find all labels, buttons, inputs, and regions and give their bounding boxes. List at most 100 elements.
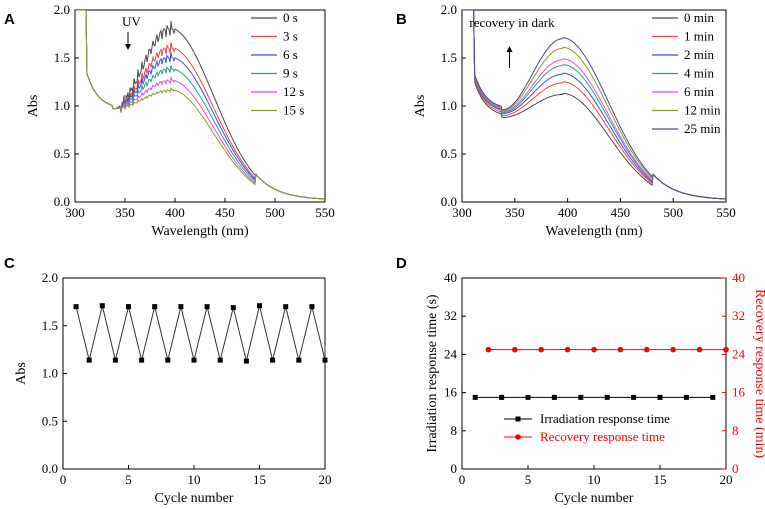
y-right-tick-label: 0 xyxy=(732,461,739,476)
y-tick-label: 1.5 xyxy=(54,50,70,65)
x-tick-label: 5 xyxy=(125,472,132,487)
x-tick-label: 400 xyxy=(558,205,578,220)
series-group xyxy=(462,10,726,200)
series-line-6 xyxy=(462,10,726,200)
legend-label: 6 s xyxy=(283,47,298,62)
x-tick-label: 550 xyxy=(716,205,736,220)
data-point xyxy=(617,346,624,353)
data-point xyxy=(696,346,703,353)
y-tick-label: 0.5 xyxy=(54,146,70,161)
y-tick-label: 1.5 xyxy=(441,50,457,65)
y-axis-label: Abs xyxy=(413,95,428,118)
x-tick-label: 350 xyxy=(115,205,135,220)
x-tick-label: 450 xyxy=(611,205,631,220)
y-tick-label: 0.0 xyxy=(42,461,58,476)
arrow-down-icon xyxy=(125,44,131,50)
x-axis-label: Wavelength (nm) xyxy=(545,224,643,239)
y-tick-label: 0.5 xyxy=(42,413,58,428)
data-point xyxy=(604,394,610,400)
x-tick-label: 15 xyxy=(654,472,667,487)
legend-label: 12 min xyxy=(684,103,721,118)
data-point xyxy=(631,394,637,400)
data-point xyxy=(257,303,262,309)
data-point xyxy=(112,357,118,363)
x-tick-label: 550 xyxy=(315,205,335,220)
y-right-tick-label: 40 xyxy=(732,270,745,285)
data-point xyxy=(217,357,223,363)
data-point xyxy=(73,304,79,310)
x-tick-label: 20 xyxy=(720,472,733,487)
data-point xyxy=(99,303,105,309)
data-point xyxy=(243,358,249,364)
panel-letter: D xyxy=(396,255,407,272)
legend-label: 0 min xyxy=(684,10,714,25)
series-line-5 xyxy=(75,10,325,200)
y-tick-label: 1.0 xyxy=(441,98,457,113)
y-right-tick-label: 8 xyxy=(732,423,739,438)
legend-label: 25 min xyxy=(684,121,721,136)
y-tick-label: 1.5 xyxy=(42,318,58,333)
arrow-up-icon xyxy=(506,46,513,52)
panel-letter: A xyxy=(4,11,15,28)
panel-letter: B xyxy=(396,11,407,28)
data-point xyxy=(591,346,597,353)
y-tick-label: 0.5 xyxy=(441,146,457,161)
data-point xyxy=(296,357,302,363)
data-point xyxy=(723,346,729,353)
legend-label: Irradiation response time xyxy=(540,411,670,426)
y-tick-label: 0 xyxy=(451,461,458,476)
annotation: recovery in dark xyxy=(469,15,555,30)
data-point xyxy=(309,304,315,310)
x-tick-label: 5 xyxy=(525,472,532,487)
data-point xyxy=(551,394,557,400)
x-tick-label: 400 xyxy=(165,205,185,220)
x-tick-label: 500 xyxy=(265,205,285,220)
y-tick-label: 24 xyxy=(444,346,458,361)
x-tick-label: 10 xyxy=(588,472,601,487)
series-group xyxy=(75,10,325,200)
panel-2: C 0 5 10 15 20 0.0 0.5 1.0 1.5 2.0 Cycle number Abs xyxy=(4,255,332,506)
data-point xyxy=(204,304,210,310)
legend-label: Recovery response time xyxy=(540,429,665,444)
data-point xyxy=(165,357,171,363)
data-point xyxy=(683,394,689,400)
y-tick-label: 1.0 xyxy=(42,366,58,381)
y-tick-label: 2.0 xyxy=(54,2,70,17)
y-axis-label: Abs xyxy=(14,362,29,385)
x-tick-label: 0 xyxy=(459,472,466,487)
data-point xyxy=(126,304,131,310)
data-point xyxy=(152,304,158,310)
x-tick-label: 350 xyxy=(505,205,525,220)
x-tick-label: 300 xyxy=(452,205,472,220)
y-right-tick-label: 16 xyxy=(732,385,746,400)
x-axis-label: Cycle number xyxy=(155,491,234,506)
x-axis-label: Wavelength (nm) xyxy=(151,224,249,239)
data-point xyxy=(710,394,716,400)
data-point xyxy=(472,394,478,400)
data-point xyxy=(538,346,544,353)
legend-label: 6 min xyxy=(684,84,714,99)
data-point xyxy=(512,346,518,353)
data-point xyxy=(230,305,236,311)
y-tick-label: 16 xyxy=(444,385,458,400)
x-axis-label: Cycle number xyxy=(555,491,634,506)
data-point xyxy=(86,357,92,363)
data-point xyxy=(283,304,289,310)
y-tick-label: 8 xyxy=(451,423,458,438)
data-point xyxy=(670,346,676,353)
data-point xyxy=(657,394,663,400)
y-tick-label: 1.0 xyxy=(54,98,70,113)
legend-label: 9 s xyxy=(283,66,298,81)
data-point xyxy=(485,346,492,353)
data-point xyxy=(270,357,276,363)
series-line xyxy=(75,305,326,362)
data-point xyxy=(499,394,505,400)
y-right-tick-label: 32 xyxy=(732,308,745,323)
data-point xyxy=(644,346,650,353)
data-point xyxy=(191,357,197,363)
legend-label: 12 s xyxy=(283,84,304,99)
y-tick-label: 0.0 xyxy=(441,194,457,209)
legend-label: 0 s xyxy=(283,10,298,25)
